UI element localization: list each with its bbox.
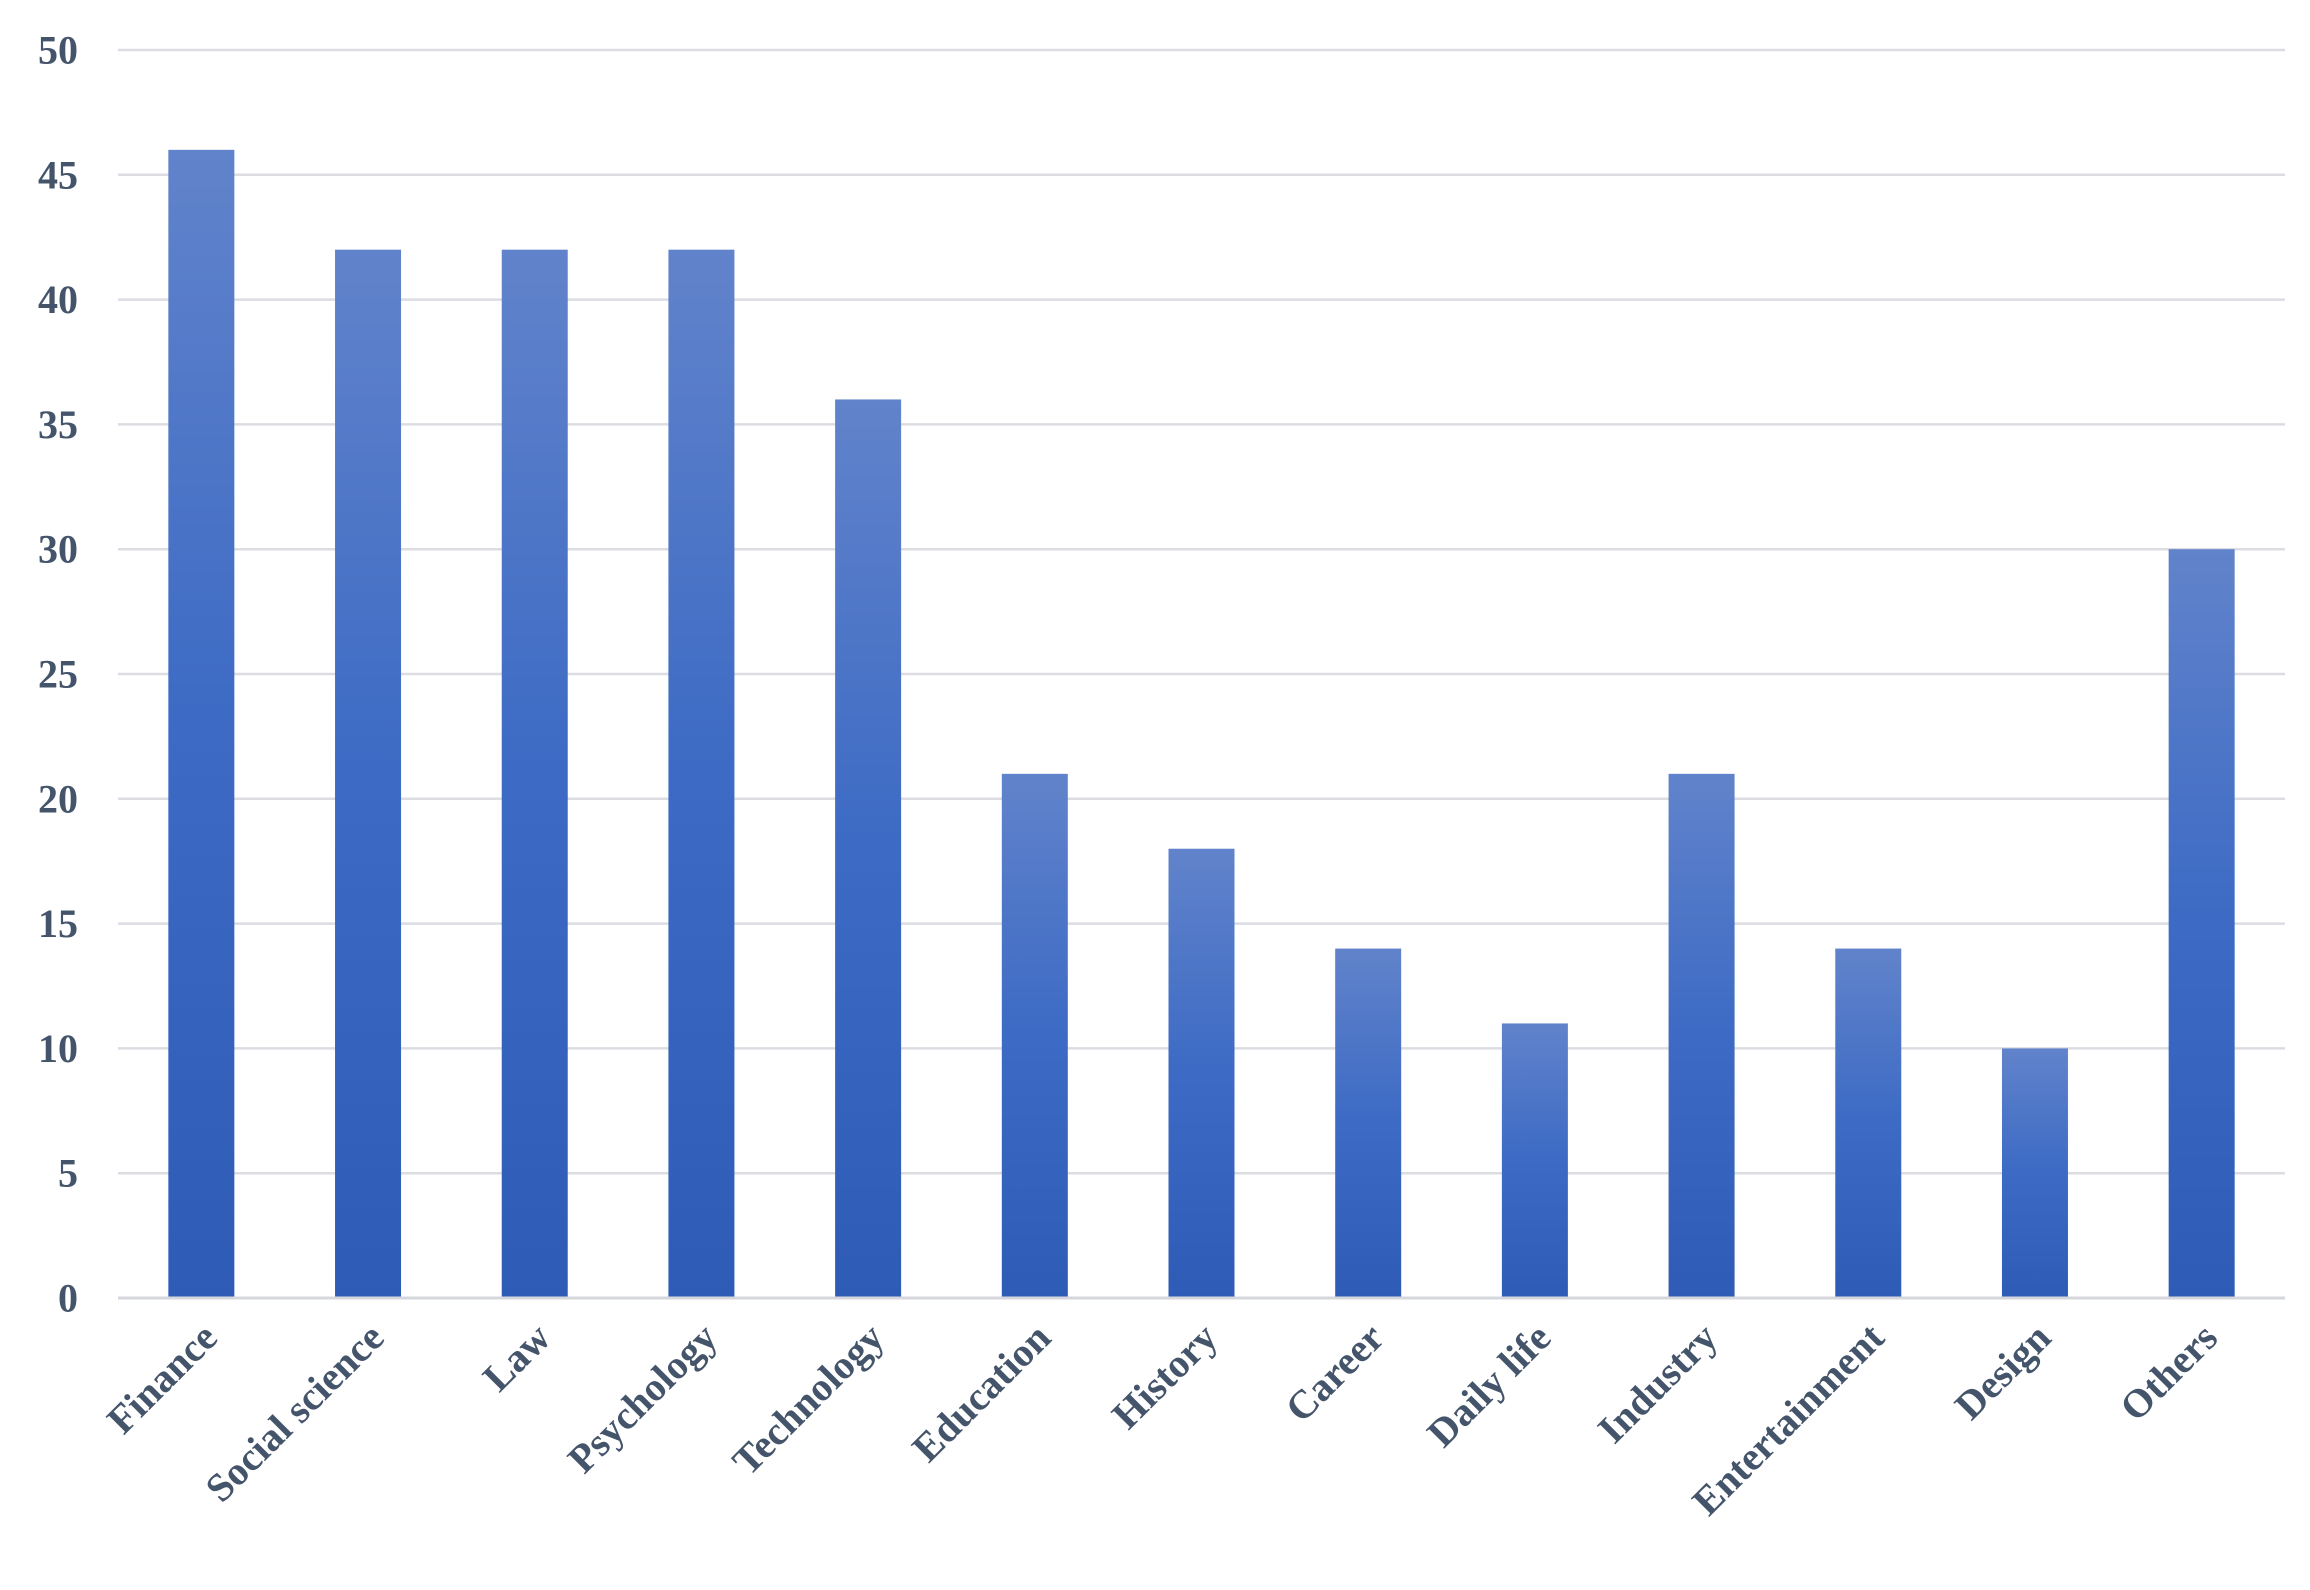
x-tick-label: Design	[1946, 1315, 2060, 1429]
y-tick-label: 15	[38, 901, 78, 946]
x-tick-label: Social science	[196, 1315, 392, 1511]
x-tick-label: Career	[1276, 1315, 1392, 1431]
gridlines	[118, 48, 2285, 1300]
bar-finance	[168, 149, 235, 1299]
x-tick-label: Others	[2111, 1315, 2226, 1430]
y-axis: 0 5 10 15 20 25 30 35 40 45 50	[38, 28, 78, 1321]
x-tick-label: Education	[903, 1315, 1059, 1471]
y-tick-label: 25	[38, 652, 78, 697]
x-tick-label: Industry	[1589, 1315, 1726, 1452]
x-tick-label: History	[1103, 1315, 1226, 1438]
y-tick-label: 35	[38, 402, 78, 447]
y-tick-label: 50	[38, 28, 78, 73]
y-tick-label: 0	[58, 1276, 78, 1321]
x-tick-label: Finance	[98, 1315, 226, 1443]
bar-history	[1168, 848, 1235, 1298]
bar-psychology	[668, 249, 735, 1299]
bar-industry	[1668, 773, 1735, 1298]
y-tick-label: 40	[38, 277, 78, 322]
bar-law	[501, 249, 568, 1299]
y-tick-label: 5	[58, 1151, 78, 1196]
y-tick-label: 30	[38, 527, 78, 572]
bar-career	[1335, 948, 1402, 1298]
x-tick-label: Technology	[723, 1315, 892, 1484]
x-tick-label: Daily life	[1418, 1315, 1559, 1456]
x-tick-label: Psychology	[559, 1315, 726, 1482]
y-tick-label: 20	[38, 776, 78, 821]
y-tick-label: 45	[38, 152, 78, 197]
bar-others	[2168, 549, 2235, 1298]
y-tick-label: 10	[38, 1026, 78, 1071]
bar-technology	[835, 399, 902, 1298]
bars	[168, 149, 2235, 1299]
bar-education	[1001, 773, 1068, 1298]
bar-entertainment	[1835, 948, 1902, 1298]
bar-daily-life	[1501, 1023, 1568, 1298]
bar-social-science	[335, 249, 402, 1299]
bar-design	[2001, 1048, 2068, 1298]
x-tick-label: Law	[474, 1314, 559, 1399]
